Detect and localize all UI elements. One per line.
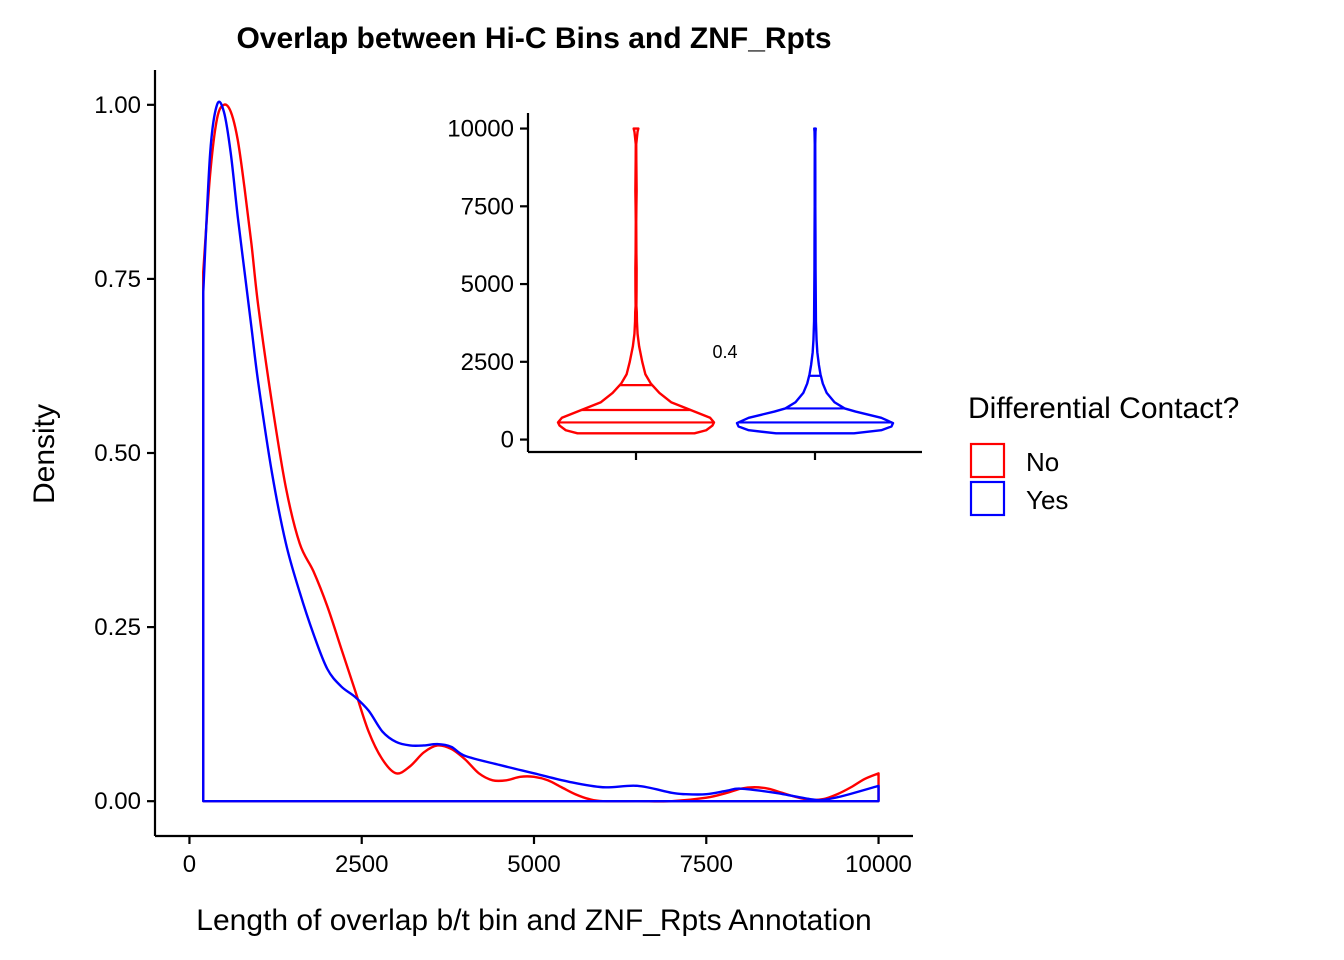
y-tick-label: 0.75 [94, 266, 141, 293]
x-tick-label: 10000 [845, 851, 912, 878]
y-axis-title: Density [28, 404, 61, 504]
density-curve-no [202, 103, 880, 803]
inset-annotation: 0.4 [712, 342, 737, 362]
y-tick-label: 1.00 [94, 92, 141, 119]
y-tick-label: 0.50 [94, 440, 141, 467]
legend-title: Differential Contact? [968, 392, 1239, 425]
x-tick-label: 5000 [507, 851, 560, 878]
y-tick-label: 0.00 [94, 788, 141, 815]
density-curve-yes [202, 100, 880, 803]
density-plot: 0 2500 5000 7500 10000 0.00 0.25 0.50 0.75 1.00 [94, 70, 913, 878]
x-tick-label: 7500 [680, 851, 733, 878]
y-tick-label: 0.25 [94, 614, 141, 641]
violin-yes [735, 127, 895, 435]
chart-title: Overlap between Hi-C Bins and ZNF_Rpts [236, 22, 831, 55]
legend-key-yes [969, 480, 1006, 517]
legend-label-yes: Yes [1026, 485, 1068, 515]
x-tick-label: 0 [183, 851, 196, 878]
legend-label-no: No [1026, 447, 1059, 477]
inset-y-tick-label: 5000 [461, 271, 514, 298]
inset-y-tick-label: 10000 [447, 116, 514, 143]
x-axis-title: Length of overlap b/t bin and ZNF_Rpts A… [196, 904, 871, 937]
x-tick-label: 2500 [335, 851, 388, 878]
inset-y-tick-label: 2500 [461, 349, 514, 376]
violin-inset: 0 2500 5000 7500 10000 0.4 [447, 113, 922, 460]
violin-no [556, 127, 716, 435]
legend-key-no [969, 442, 1006, 479]
legend: Differential Contact? No Yes [968, 392, 1239, 517]
inset-y-tick-label: 7500 [461, 193, 514, 220]
inset-y-tick-label: 0 [501, 427, 514, 454]
